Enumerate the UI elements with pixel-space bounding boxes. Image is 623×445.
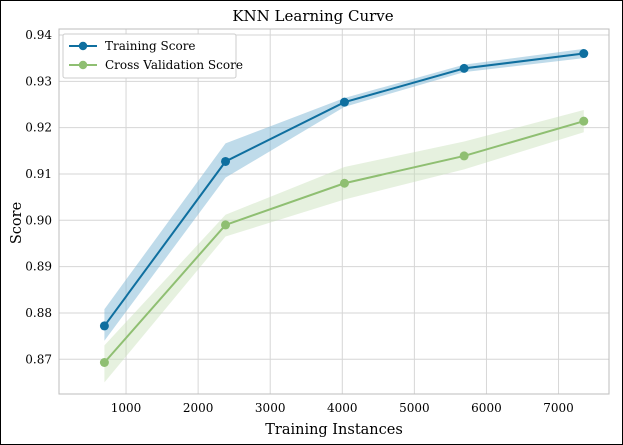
y-tick-label: 0.88 (25, 306, 52, 320)
legend-box (62, 33, 237, 79)
legend-cv-marker (78, 60, 88, 70)
x-tick-label: 7000 (543, 401, 574, 415)
y-tick-label: 0.87 (25, 352, 52, 366)
y-tick-label: 0.90 (25, 213, 52, 227)
y-axis-ticks: 0.87 0.88 0.89 0.90 0.91 0.92 0.93 0.94 (25, 28, 52, 366)
y-axis-label: Score (9, 202, 25, 244)
x-tick-label: 3000 (255, 401, 286, 415)
y-tick-label: 0.89 (25, 260, 52, 274)
cv-score-point (221, 220, 231, 230)
y-tick-label: 0.91 (25, 167, 52, 181)
y-tick-label: 0.92 (25, 121, 52, 135)
chart-title: KNN Learning Curve (232, 7, 393, 25)
grid-lines (59, 29, 609, 394)
training-score-point (221, 156, 231, 166)
x-axis-ticks: 1000 2000 3000 4000 5000 6000 7000 (111, 401, 574, 415)
x-tick-label: 5000 (399, 401, 430, 415)
legend: Training Score Cross Validation Score (62, 33, 243, 79)
x-tick-label: 1000 (111, 401, 142, 415)
x-tick-label: 4000 (327, 401, 358, 415)
legend-training-label: Training Score (105, 39, 196, 53)
cv-score-point (99, 358, 109, 368)
series-lines (99, 49, 589, 368)
legend-training-marker (78, 41, 88, 51)
cv-score-point (579, 116, 589, 126)
x-tick-label: 6000 (471, 401, 502, 415)
training-score-point (579, 49, 589, 59)
y-tick-label: 0.94 (25, 28, 52, 42)
training-score-point (459, 63, 469, 73)
cv-score-point (459, 151, 469, 161)
legend-cv-label: Cross Validation Score (105, 58, 243, 72)
x-tick-label: 2000 (183, 401, 214, 415)
cv-score-point (339, 178, 349, 188)
x-axis-label: Training Instances (265, 422, 403, 438)
training-score-point (339, 97, 349, 107)
cv-score-band (104, 110, 584, 383)
plot-area (58, 28, 610, 395)
y-tick-label: 0.93 (25, 74, 52, 88)
training-score-point (99, 321, 109, 331)
